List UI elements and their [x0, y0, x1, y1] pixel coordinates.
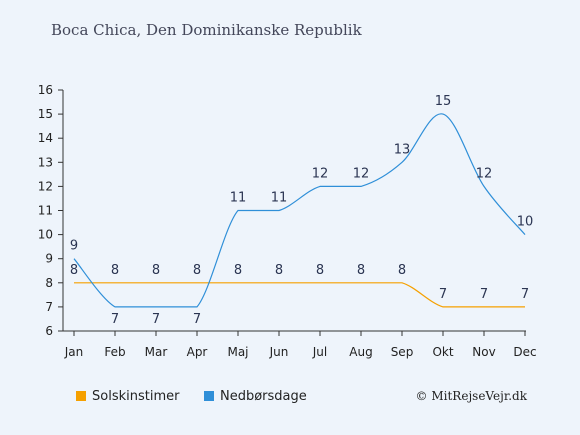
data-label-solskinstimer: 8 — [70, 263, 78, 278]
x-tick-label: Sep — [391, 345, 414, 359]
data-label-nedborsdage: 7 — [193, 312, 201, 327]
y-tick-label: 10 — [38, 228, 53, 242]
series-line-1 — [73, 113, 526, 308]
x-tick-label: Aug — [349, 345, 372, 359]
x-tick-label: Jun — [269, 345, 289, 359]
chart-title: Boca Chica, Den Dominikanske Republik — [51, 21, 362, 39]
y-tick-label: 11 — [38, 204, 53, 218]
x-tick-label: Dec — [513, 345, 536, 359]
data-label-nedborsdage: 15 — [435, 94, 452, 109]
x-tick-label: Apr — [187, 345, 208, 359]
y-tick-label: 7 — [45, 300, 53, 314]
y-tick-label: 8 — [45, 276, 53, 290]
data-label-nedborsdage: 12 — [353, 166, 370, 181]
data-label-solskinstimer: 8 — [398, 263, 406, 278]
x-tick-label: Mar — [145, 345, 168, 359]
series-line-0 — [73, 282, 525, 308]
legend-swatch-solskinstimer — [76, 391, 86, 401]
data-label-nedborsdage: 11 — [230, 191, 247, 206]
data-label-solskinstimer: 8 — [111, 263, 119, 278]
data-label-solskinstimer: 8 — [193, 263, 201, 278]
data-label-nedborsdage: 10 — [517, 215, 534, 230]
data-label-solskinstimer: 8 — [357, 263, 365, 278]
data-label-nedborsdage: 12 — [312, 166, 329, 181]
legend-swatch-nedborsdage — [204, 391, 214, 401]
legend-label-solskinstimer: Solskinstimer — [92, 389, 180, 404]
y-tick-label: 6 — [45, 324, 53, 338]
x-tick-label: Nov — [472, 345, 495, 359]
y-tick-label: 15 — [38, 107, 53, 121]
y-tick-label: 16 — [38, 83, 53, 97]
data-label-solskinstimer: 7 — [521, 287, 529, 302]
y-tick-label: 14 — [38, 131, 53, 145]
legend-item-nedborsdage: Nedbørsdage — [204, 389, 307, 404]
y-tick-label: 9 — [45, 252, 53, 266]
x-tick-label: Jan — [64, 345, 84, 359]
data-label-nedborsdage: 12 — [476, 166, 493, 181]
x-tick-label: Feb — [104, 345, 125, 359]
data-label-solskinstimer: 7 — [480, 287, 488, 302]
x-tick-label: Okt — [432, 345, 453, 359]
y-tick-label: 12 — [38, 179, 53, 193]
data-label-solskinstimer: 8 — [152, 263, 160, 278]
data-label-nedborsdage: 7 — [111, 312, 119, 327]
data-label-nedborsdage: 11 — [271, 191, 288, 206]
data-label-solskinstimer: 8 — [316, 263, 324, 278]
data-label-solskinstimer: 8 — [234, 263, 242, 278]
legend-label-nedborsdage: Nedbørsdage — [220, 389, 307, 404]
legend-item-solskinstimer: Solskinstimer — [76, 389, 179, 404]
x-tick-label: Maj — [227, 345, 248, 359]
data-label-solskinstimer: 7 — [439, 287, 447, 302]
y-tick-label: 13 — [38, 155, 53, 169]
data-label-solskinstimer: 8 — [275, 263, 283, 278]
data-label-nedborsdage: 9 — [70, 239, 78, 254]
data-label-nedborsdage: 7 — [152, 312, 160, 327]
x-tick-label: Jul — [312, 345, 327, 359]
data-label-nedborsdage: 13 — [394, 142, 411, 157]
credit-text: © MitRejseVejr.dk — [415, 389, 527, 403]
